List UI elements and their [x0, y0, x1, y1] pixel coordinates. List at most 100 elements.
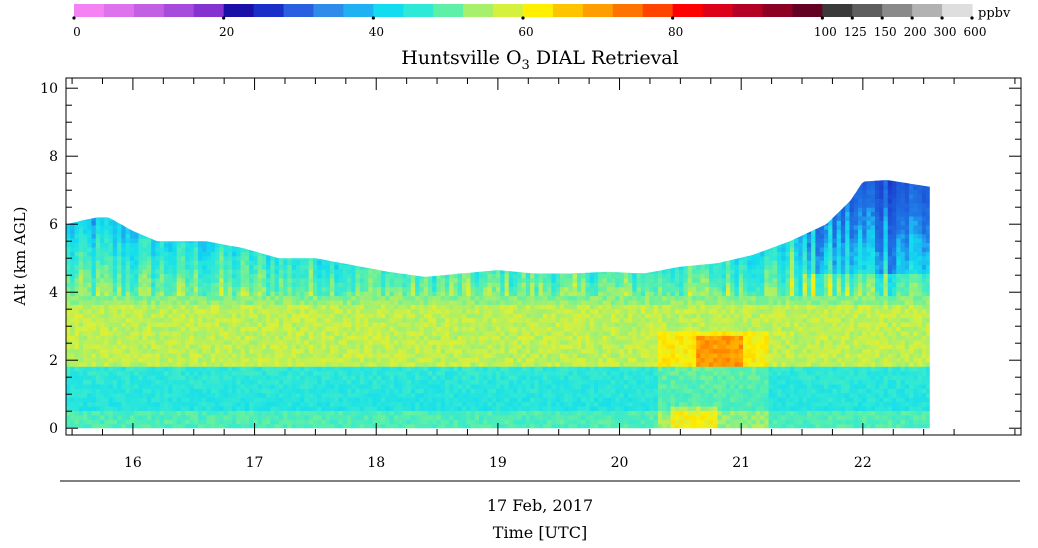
heatmap-cell	[474, 419, 480, 425]
heatmap-cell	[300, 388, 305, 394]
heatmap-cell	[342, 384, 348, 389]
heatmap-cell	[530, 326, 535, 332]
heatmap-cell	[283, 423, 288, 429]
heatmap-cell	[138, 233, 144, 239]
heatmap-cell	[521, 388, 527, 394]
heatmap-cell	[534, 423, 540, 429]
heatmap-cell	[462, 286, 467, 292]
heatmap-cell	[257, 366, 263, 372]
heatmap-cell	[355, 344, 361, 350]
heatmap-cell	[427, 273, 433, 279]
heatmap-cell	[215, 406, 220, 411]
heatmap-cell	[351, 366, 357, 372]
heatmap-cell	[146, 361, 152, 367]
heatmap-cell	[181, 357, 186, 363]
heatmap-cell	[253, 344, 259, 350]
heatmap-cell	[347, 348, 352, 354]
heatmap-cell	[219, 348, 225, 354]
heatmap-cell	[232, 410, 237, 416]
heatmap-cell	[525, 264, 531, 270]
heatmap-cell	[376, 410, 382, 416]
heatmap-cell	[198, 255, 203, 261]
heatmap-cell	[198, 375, 203, 381]
heatmap-cell	[389, 304, 395, 310]
heatmap-cell	[321, 401, 327, 407]
heatmap-cell	[295, 339, 301, 345]
heatmap-cell	[270, 326, 276, 332]
heatmap-cell	[534, 331, 540, 336]
heatmap-cell	[83, 233, 88, 239]
heatmap-cell	[496, 269, 501, 274]
heatmap-cell	[117, 291, 122, 297]
heatmap-cell	[530, 397, 535, 403]
heatmap-cell	[163, 308, 169, 314]
heatmap-cell	[134, 273, 139, 279]
heatmap-cell	[381, 317, 386, 323]
heatmap-cell	[419, 291, 425, 297]
heatmap-cell	[270, 361, 276, 367]
heatmap-cell	[508, 406, 514, 411]
heatmap-cell	[479, 370, 484, 376]
heatmap-cell	[91, 238, 97, 243]
heatmap-cell	[121, 242, 127, 248]
heatmap-cell	[321, 260, 327, 266]
heatmap-cell	[393, 295, 399, 301]
heatmap-cell	[376, 366, 382, 372]
heatmap-cell	[534, 282, 540, 288]
heatmap-cell	[359, 282, 365, 288]
heatmap-cell	[325, 366, 331, 372]
heatmap-cell	[449, 322, 454, 327]
heatmap-cell	[551, 273, 557, 279]
heatmap-cell	[359, 335, 365, 341]
heatmap-cell	[389, 410, 395, 416]
heatmap-cell	[338, 326, 344, 332]
heatmap-cell	[244, 255, 250, 261]
heatmap-cell	[483, 322, 489, 327]
heatmap-cell	[364, 410, 369, 416]
heatmap-cell	[423, 384, 429, 389]
heatmap-cell	[91, 370, 97, 376]
heatmap-cell	[559, 326, 565, 332]
heatmap-cell	[300, 401, 305, 407]
heatmap-cell	[244, 260, 250, 266]
heatmap-cell	[168, 366, 173, 372]
heatmap-cell	[121, 406, 127, 411]
heatmap-cell	[232, 379, 237, 385]
heatmap-cell	[445, 304, 450, 310]
heatmap-cell	[108, 211, 114, 217]
heatmap-cell	[376, 326, 382, 332]
heatmap-cell	[163, 317, 169, 323]
heatmap-cell	[530, 339, 535, 345]
heatmap-cell	[287, 264, 293, 270]
heatmap-cell	[466, 269, 471, 274]
heatmap-cell	[381, 331, 386, 336]
heatmap-cell	[240, 384, 246, 389]
heatmap-cell	[70, 410, 76, 416]
heatmap-cell	[513, 339, 518, 345]
heatmap-cell	[270, 419, 276, 425]
heatmap-cell	[572, 353, 578, 358]
heatmap-cell	[291, 401, 297, 407]
heatmap-cell	[410, 282, 416, 288]
heatmap-cell	[487, 282, 493, 288]
heatmap-cell	[325, 410, 331, 416]
heatmap-cell	[564, 291, 569, 297]
heatmap-cell	[244, 326, 250, 332]
heatmap-cell	[474, 348, 480, 354]
heatmap-cell	[415, 304, 420, 310]
heatmap-cell	[342, 273, 348, 279]
heatmap-cell	[474, 366, 480, 372]
heatmap-cell	[300, 423, 305, 429]
heatmap-cell	[483, 392, 489, 398]
heatmap-cell	[347, 255, 352, 261]
heatmap-cell	[330, 401, 335, 407]
colorbar-swatch	[762, 4, 793, 17]
heatmap-cell	[402, 291, 408, 297]
heatmap-cell	[236, 269, 242, 274]
heatmap-cell	[385, 348, 391, 354]
heatmap-cell	[304, 317, 310, 323]
heatmap-cell	[355, 401, 361, 407]
heatmap-cell	[351, 410, 357, 416]
heatmap-cell	[78, 384, 84, 389]
heatmap-cell	[513, 414, 518, 420]
